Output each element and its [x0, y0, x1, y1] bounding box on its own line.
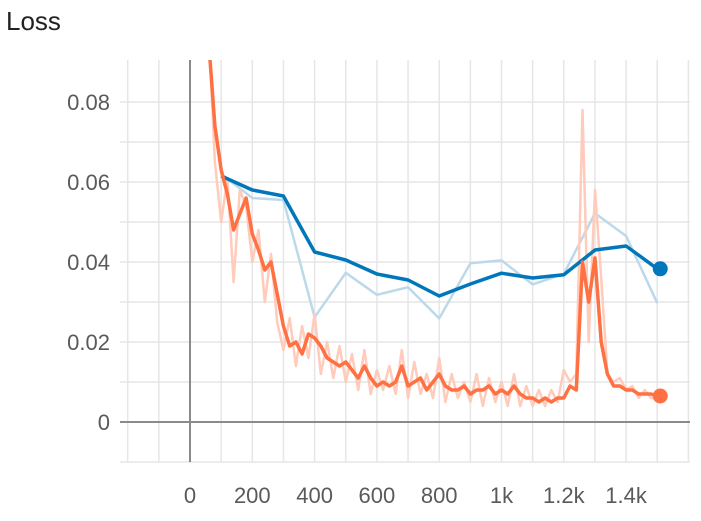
series-0-end-marker[interactable] [652, 261, 668, 277]
smoothed-series-lines [208, 60, 659, 404]
gridlines [120, 60, 690, 463]
raw-series-lines [208, 60, 659, 408]
x-tick-label: 600 [359, 483, 396, 508]
series-1-end-marker[interactable] [652, 388, 668, 404]
series-0-smoothed-line [220, 174, 659, 298]
x-tick-label: 1.4k [605, 483, 648, 508]
y-tick-label: 0.04 [67, 250, 110, 275]
x-tick-label: 1.2k [543, 483, 586, 508]
series-end-markers [652, 261, 668, 404]
y-tick-label: 0.06 [67, 170, 110, 195]
x-tick-label: 400 [296, 483, 333, 508]
y-tick-label: 0.08 [67, 90, 110, 115]
chart-title: Loss [6, 6, 61, 36]
x-tick-label: 0 [184, 483, 196, 508]
y-tick-label: 0 [98, 410, 110, 435]
x-tick-label: 200 [234, 483, 271, 508]
axes [120, 60, 690, 462]
tick-labels: 0 200 400 600 800 1k 1.2k 1.4k 0 0.02 0.04 0.06 0.08 [67, 90, 648, 508]
x-tick-label: 800 [421, 483, 458, 508]
y-tick-label: 0.02 [67, 330, 110, 355]
x-tick-label: 1k [490, 483, 514, 508]
series-1-raw-line [208, 60, 658, 408]
series-1-smoothed-line [208, 60, 658, 404]
